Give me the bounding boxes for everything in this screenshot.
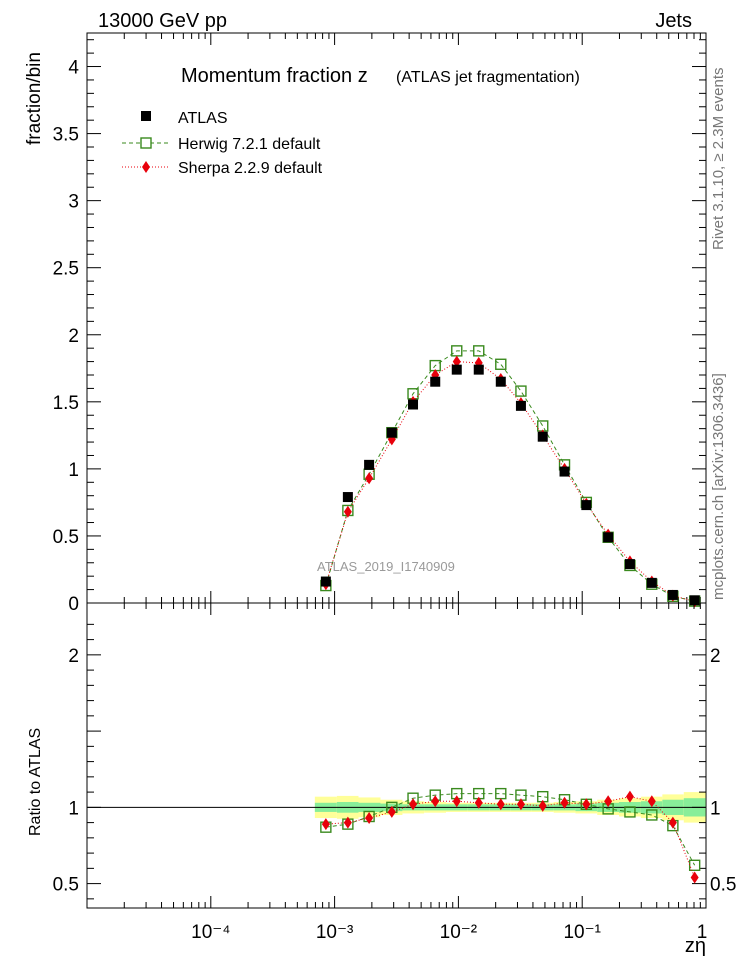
atlas-point bbox=[624, 559, 635, 570]
ratio-sherpa-point bbox=[668, 816, 677, 829]
y-tick-label: 0.5 bbox=[53, 527, 79, 548]
chart-subtitle: (ATLAS jet fragmentation) bbox=[396, 69, 580, 86]
atlas-point bbox=[537, 431, 548, 442]
herwig-point bbox=[515, 385, 527, 397]
ratio-y-tick-label-right: 1 bbox=[710, 798, 721, 819]
legend-sherpa-label: Sherpa 2.2.9 default bbox=[178, 160, 323, 177]
ratio-sherpa-point bbox=[409, 798, 418, 811]
atlas-point bbox=[689, 595, 700, 606]
ratio-y-tick-label: 0.5 bbox=[53, 875, 79, 896]
ratio-y-tick-label: 1 bbox=[68, 798, 79, 819]
rivet-label: Rivet 3.1.10, ≥ 2.3M events bbox=[710, 68, 727, 251]
atlas-point bbox=[320, 576, 331, 587]
ratio-y-tick-label-right: 0.5 bbox=[710, 875, 736, 896]
ratio-sherpa-point bbox=[690, 871, 699, 884]
atlas-point bbox=[667, 589, 678, 600]
legend: ATLAS Herwig 7.2.1 default Sherpa 2.2.9 … bbox=[122, 110, 323, 177]
ratio-sherpa-point bbox=[365, 812, 374, 825]
ratio-sherpa-point bbox=[321, 818, 330, 831]
atlas-point bbox=[495, 376, 506, 387]
y-tick-label: 1 bbox=[68, 460, 79, 481]
atlas-point bbox=[364, 459, 375, 470]
herwig-point bbox=[473, 345, 485, 357]
ratio-ylabel: Ratio to ATLAS bbox=[27, 728, 44, 836]
atlas-point bbox=[515, 400, 526, 411]
ratio-sherpa-line bbox=[325, 796, 696, 878]
atlas-point bbox=[451, 364, 462, 375]
ratio-sherpa-point bbox=[647, 795, 656, 808]
ratio-sherpa-point bbox=[474, 796, 483, 809]
y-tick-label: 1.5 bbox=[53, 393, 79, 414]
legend-herwig-marker bbox=[140, 137, 152, 149]
atlas-point bbox=[386, 427, 397, 438]
y-tick-label: 3.5 bbox=[53, 125, 79, 146]
sherpa-point bbox=[343, 505, 352, 518]
header-right: Jets bbox=[655, 10, 692, 32]
y-tick-label: 2.5 bbox=[53, 259, 79, 280]
ratio-herwig-point bbox=[688, 859, 701, 871]
sherpa-point bbox=[452, 355, 461, 368]
main-ylabel: fraction/bin bbox=[24, 52, 45, 145]
ratio-sherpa-point bbox=[582, 798, 591, 811]
ratio-herwig-line bbox=[325, 793, 696, 866]
ratio-sherpa-point bbox=[343, 816, 352, 829]
main-plot: 0 0.5 1 1.5 2 2.5 3 3.5 4 bbox=[53, 33, 707, 615]
ratio-sherpa-point bbox=[604, 795, 613, 808]
herwig-point bbox=[451, 345, 463, 357]
x-tick-label: 10⁻¹ bbox=[563, 922, 601, 943]
atlas-point bbox=[473, 364, 484, 375]
atlas-point bbox=[408, 399, 419, 410]
sherpa-point bbox=[365, 472, 374, 485]
y-tick-label: 4 bbox=[68, 58, 79, 79]
herwig-point bbox=[495, 358, 507, 370]
x-tick-label: 10⁻² bbox=[440, 922, 478, 943]
ratio-plot-frame bbox=[86, 602, 707, 909]
x-tick-label: 10⁻³ bbox=[316, 922, 354, 943]
ratio-sherpa-point bbox=[431, 795, 440, 808]
atlas-point bbox=[559, 466, 570, 477]
atlas-point bbox=[581, 500, 592, 511]
chart-title: Momentum fraction z bbox=[181, 65, 368, 87]
ratio-sherpa-point bbox=[516, 798, 525, 811]
ratio-sherpa-point bbox=[387, 805, 396, 818]
atlas-point bbox=[646, 577, 657, 588]
herwig-line bbox=[325, 350, 695, 602]
ratio-herwig-point bbox=[624, 806, 636, 818]
ratio-plot: 0.5 0.5 1 1 2 2 10⁻⁴ 10⁻³ 10⁻² 10⁻¹ 1 bbox=[53, 603, 736, 943]
atlas-point bbox=[603, 532, 614, 543]
legend-herwig-label: Herwig 7.2.1 default bbox=[178, 136, 321, 153]
ratio-sherpa-point bbox=[452, 795, 461, 808]
analysis-watermark: ATLAS_2019_I1740909 bbox=[317, 559, 455, 574]
atlas-point bbox=[342, 492, 353, 503]
x-tick-label: 1 bbox=[697, 922, 708, 943]
legend-atlas-label: ATLAS bbox=[178, 110, 228, 127]
ratio-sherpa-point bbox=[538, 799, 547, 812]
header-left: 13000 GeV pp bbox=[98, 10, 227, 32]
ratio-sherpa-point bbox=[625, 790, 634, 803]
legend-sherpa-marker bbox=[142, 161, 150, 173]
ratio-sherpa-point bbox=[560, 796, 569, 809]
mcplots-label: mcplots.cern.ch [arXiv:1306.3436] bbox=[710, 373, 727, 600]
ratio-y-tick-label-right: 2 bbox=[710, 646, 721, 667]
y-tick-label: 2 bbox=[68, 326, 79, 347]
atlas-point bbox=[430, 376, 441, 387]
x-tick-label: 10⁻⁴ bbox=[191, 922, 230, 943]
ratio-xlabel: zη bbox=[685, 935, 706, 957]
ratio-y-tick-label: 2 bbox=[68, 646, 79, 667]
legend-atlas-marker bbox=[141, 111, 151, 121]
y-tick-label: 3 bbox=[68, 192, 79, 213]
ratio-herwig-point bbox=[495, 787, 507, 800]
ratio-herwig-point bbox=[646, 809, 658, 821]
y-tick-label: 0 bbox=[68, 594, 79, 615]
ratio-sherpa-point bbox=[496, 798, 505, 811]
